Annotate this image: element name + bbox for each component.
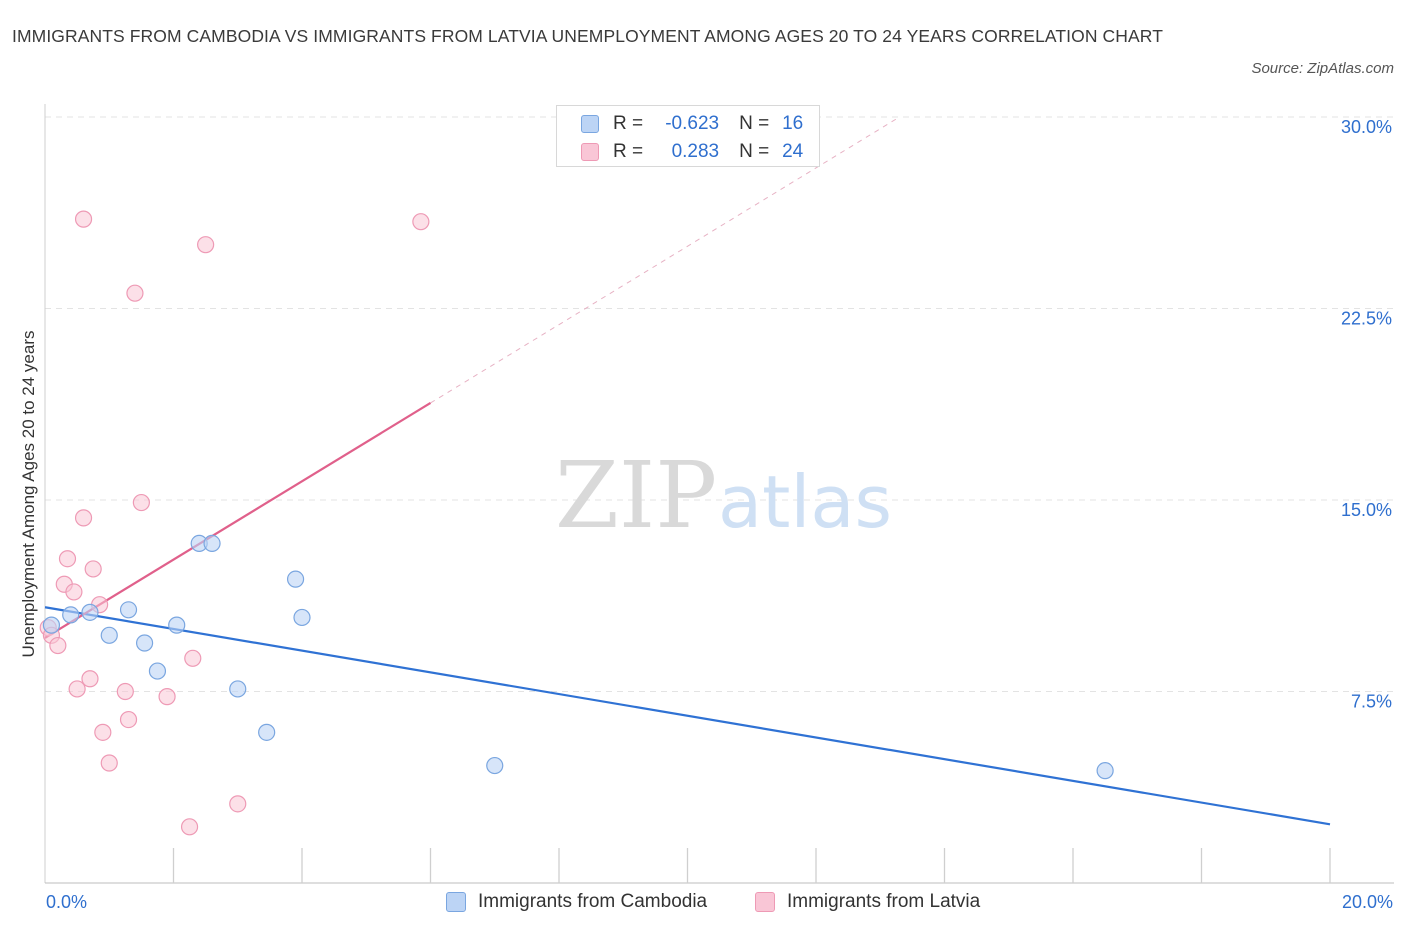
trend-lines: [44, 116, 1331, 826]
cambodia-swatch: [581, 115, 599, 133]
axes: [44, 104, 1394, 884]
r-value: -0.623: [665, 113, 720, 134]
cambodia-trend-line: [44, 606, 1331, 826]
correlation-legend: R = -0.623 N = 16 R = 0.283 N = 24: [556, 105, 820, 167]
y-tick-label-2: 22.5%: [1341, 309, 1392, 329]
cambodia-point-7: [168, 616, 186, 634]
latvia-point-19: [180, 818, 199, 836]
cambodia-point-9: [203, 534, 221, 553]
latvia-point-9: [81, 670, 99, 688]
y-tick-label-0: 7.5%: [1351, 692, 1392, 712]
cambodia-point-6: [148, 662, 167, 680]
n-label: N =: [739, 113, 770, 134]
latvia-point-15: [119, 710, 138, 729]
chart-source: Source: ZipAtlas.com: [1251, 60, 1394, 77]
latvia-point-12: [94, 723, 112, 741]
y-axis-label: Unemployment Among Ages 20 to 24 years: [19, 331, 38, 658]
y-tick-label-1: 15.0%: [1341, 500, 1392, 520]
cambodia-point-15: [1096, 762, 1114, 780]
latvia-point-22: [229, 795, 247, 813]
latvia-point-18: [158, 688, 176, 706]
chart-title: IMMIGRANTS FROM CAMBODIA VS IMMIGRANTS F…: [12, 26, 1163, 46]
cambodia-point-1: [62, 606, 80, 624]
cambodia-point-2: [81, 603, 99, 621]
latvia-point-17: [132, 493, 150, 512]
legend-item-latvia: Immigrants from Latvia: [755, 888, 980, 916]
cambodia-point-10: [229, 680, 247, 698]
latvia-point-16: [126, 284, 144, 302]
legend-row-cambodia: R = -0.623 N = 16: [581, 112, 803, 136]
legend-item-cambodia: Immigrants from Cambodia: [446, 888, 707, 916]
x-tick-label-0: 0.0%: [46, 892, 87, 912]
latvia-point-4: [58, 550, 77, 568]
latvia-point-10: [84, 560, 102, 578]
cambodia-legend-swatch: [446, 892, 466, 912]
cambodia-point-0: [42, 616, 61, 634]
cambodia-point-14: [486, 756, 504, 775]
latvia-point-6: [68, 680, 86, 698]
latvia-point-20: [184, 649, 202, 667]
latvia-point-14: [116, 682, 134, 701]
cambodia-point-12: [286, 570, 305, 588]
cambodia-point-13: [293, 608, 311, 627]
latvia-trend-line: [44, 402, 432, 639]
cambodia-point-3: [100, 626, 118, 644]
cambodia-point-11: [258, 723, 276, 741]
watermark-zip: ZIP: [555, 442, 717, 549]
tick-labels: 7.5% 15.0% 22.5% 30.0% 0.0% 20.0%: [46, 117, 1393, 912]
latvia-point-13: [100, 754, 118, 772]
cambodia-point-5: [135, 634, 154, 652]
latvia-point-21: [197, 236, 215, 254]
n-value: 16: [782, 113, 804, 134]
x-tick-label-1: 20.0%: [1342, 892, 1393, 912]
n-label: N =: [739, 141, 770, 162]
latvia-point-2: [49, 636, 67, 655]
cambodia-legend-label: Immigrants from Cambodia: [478, 891, 708, 912]
grid-lines: [45, 116, 1394, 692]
latvia-point-7: [74, 509, 93, 527]
y-tick-label-3: 30.0%: [1341, 117, 1392, 137]
watermark-atlas: atlas: [718, 460, 892, 544]
cambodia-point-4: [119, 601, 138, 619]
r-label: R =: [613, 113, 644, 134]
r-value: 0.283: [671, 141, 720, 162]
r-label: R =: [613, 141, 644, 162]
latvia-point-8: [74, 210, 93, 228]
n-value: 24: [782, 141, 804, 162]
latvia-point-23: [412, 213, 430, 231]
latvia-swatch: [581, 143, 599, 161]
latvia-trend-extension: [430, 116, 900, 404]
latvia-legend-label: Immigrants from Latvia: [787, 891, 981, 912]
latvia-point-5: [65, 583, 83, 601]
legend-row-latvia: R = 0.283 N = 24: [581, 140, 803, 164]
data-points: [39, 210, 1114, 836]
watermark: ZIP atlas: [555, 442, 892, 549]
latvia-legend-swatch: [755, 892, 775, 912]
